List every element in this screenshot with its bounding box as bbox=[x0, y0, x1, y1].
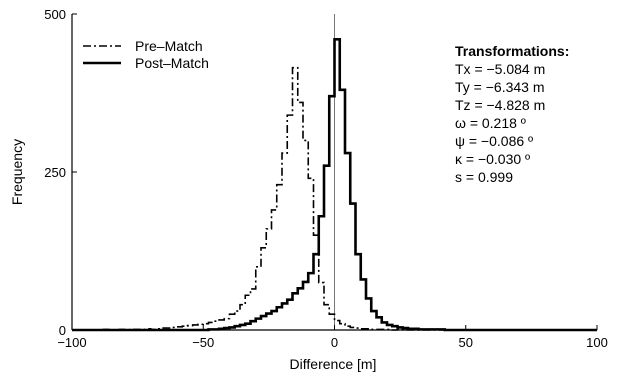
annotation-line-omega: ω = 0.218 º bbox=[455, 115, 526, 131]
x-tick-label: 50 bbox=[459, 335, 473, 350]
y-axis-label: Frequency bbox=[9, 139, 25, 205]
annotation-line-ty: Ty = −6.343 m bbox=[455, 79, 545, 95]
annotation-line-psi: ψ = −0.086 º bbox=[455, 133, 533, 149]
series-line-post-match bbox=[72, 37, 597, 332]
series-layer bbox=[72, 37, 597, 332]
annotation-line-tx: Tx = −5.084 m bbox=[455, 61, 545, 77]
x-tick-label: −100 bbox=[57, 335, 86, 350]
x-tick-label: 100 bbox=[586, 335, 608, 350]
x-tick-label: −50 bbox=[192, 335, 214, 350]
legend: Pre–Match Post–Match bbox=[83, 38, 209, 71]
transformations-annotation: Transformations: Tx = −5.084 m Ty = −6.3… bbox=[455, 43, 569, 185]
annotation-line-scale: s = 0.999 bbox=[455, 169, 513, 185]
annotation-line-tz: Tz = −4.828 m bbox=[455, 97, 545, 113]
y-tick-label: 250 bbox=[44, 165, 66, 180]
annotation-line-kappa: κ = −0.030 º bbox=[455, 151, 530, 167]
legend-label-post-match: Post–Match bbox=[135, 55, 209, 71]
y-tick-label: 0 bbox=[59, 323, 66, 338]
x-axis-label: Difference [m] bbox=[290, 356, 377, 372]
y-tick-label: 500 bbox=[44, 7, 66, 22]
legend-label-pre-match: Pre–Match bbox=[135, 38, 203, 54]
annotation-title: Transformations: bbox=[455, 43, 569, 59]
x-tick-label: 0 bbox=[331, 335, 338, 350]
